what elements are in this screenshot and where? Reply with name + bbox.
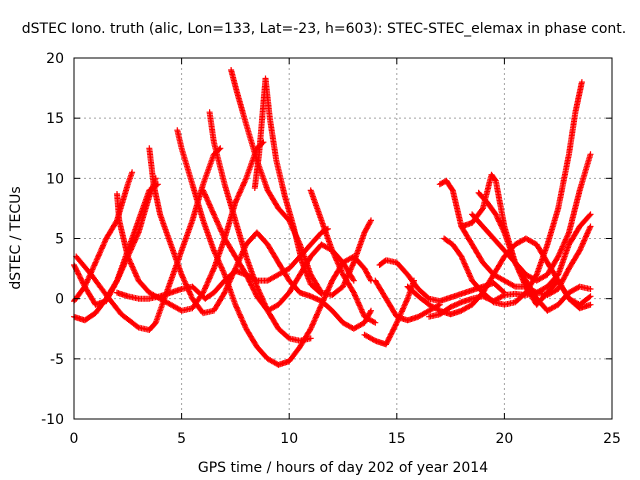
x-tick-label: 10 <box>280 431 298 447</box>
y-tick-label: 0 <box>55 292 64 308</box>
y-tick-label: 15 <box>46 111 64 127</box>
x-tick-label: 0 <box>70 431 79 447</box>
data-point-markers <box>251 75 325 297</box>
data-point-markers <box>441 79 585 308</box>
y-axis: -10 -5 0 5 10 15 20 <box>41 51 612 428</box>
y-tick-label: 10 <box>46 171 64 187</box>
data-point-markers <box>469 151 594 284</box>
y-tick-label: -5 <box>50 352 64 368</box>
data-point-markers <box>71 181 161 324</box>
x-tick-label: 25 <box>603 431 621 447</box>
series-arc4 <box>73 145 224 333</box>
series-arc3 <box>71 181 161 324</box>
x-tick-label: 20 <box>495 431 513 447</box>
y-axis-label: dSTEC / TECUs <box>8 186 24 289</box>
data-point-markers <box>475 189 594 312</box>
data-point-markers <box>114 225 331 302</box>
series-arc11 <box>251 75 325 297</box>
x-axis-label: GPS time / hours of day 202 of year 2014 <box>198 460 488 476</box>
x-axis: 0 5 10 15 20 25 <box>70 58 621 447</box>
series-arc6 <box>114 225 331 302</box>
y-tick-label: 20 <box>46 51 64 67</box>
data-points <box>71 67 594 368</box>
series-arc23 <box>475 189 594 312</box>
series-arc13 <box>307 187 379 326</box>
y-tick-label: -10 <box>41 412 64 428</box>
data-point-markers <box>307 187 379 326</box>
data-point-markers <box>73 145 224 333</box>
x-tick-label: 5 <box>177 431 186 447</box>
series-arc21 <box>441 79 585 308</box>
chart-title: dSTEC Iono. truth (alic, Lon=133, Lat=-2… <box>22 21 626 37</box>
series-arc22 <box>469 151 594 284</box>
y-tick-label: 5 <box>55 232 64 248</box>
x-tick-label: 15 <box>388 431 406 447</box>
